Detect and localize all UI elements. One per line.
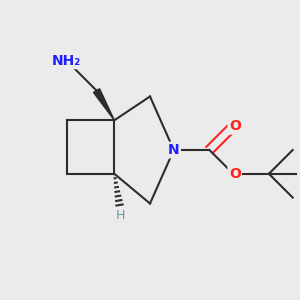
Text: O: O — [229, 119, 241, 133]
Text: O: O — [229, 167, 241, 181]
Text: N: N — [168, 143, 180, 157]
Text: H: H — [116, 209, 125, 222]
Text: NH₂: NH₂ — [52, 54, 81, 68]
Polygon shape — [93, 89, 114, 120]
